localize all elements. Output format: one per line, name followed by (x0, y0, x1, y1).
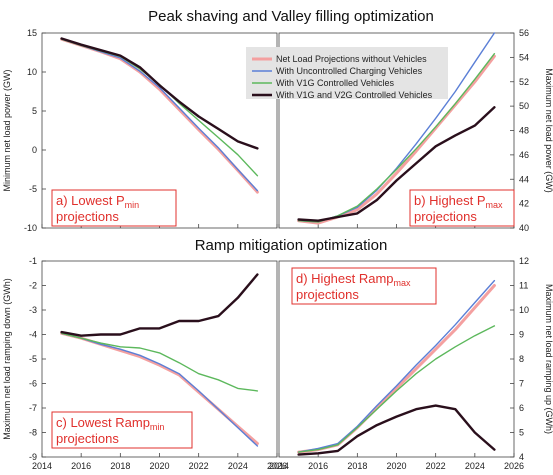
x-tick-label: 2026 (267, 461, 287, 471)
series-line (60, 332, 259, 392)
x-tick-label: 2024 (465, 461, 485, 471)
y-tick-label: 11 (519, 281, 528, 291)
y-tick-label: -3 (29, 305, 37, 315)
y-tick-label: -6 (29, 379, 37, 389)
panel-annotation-subtitle: projections (296, 287, 359, 302)
panel-annotation-title: c) Lowest Rampmin (56, 415, 164, 432)
middle-title: Ramp mitigation optimization (195, 237, 388, 254)
legend-box (246, 47, 448, 99)
x-tick-label: 2024 (228, 461, 248, 471)
x-tick-label: 2016 (308, 461, 328, 471)
series-line (297, 279, 496, 453)
y-tick-label: 10 (519, 305, 529, 315)
legend-label: With V1G and V2G Controlled Vehicles (276, 90, 433, 100)
y-tick-label: 5 (519, 428, 524, 438)
y-tick-label: 0 (32, 145, 37, 155)
y-tick-label: -4 (29, 330, 37, 340)
y-tick-label: 4 (519, 452, 524, 462)
x-tick-label: 2022 (426, 461, 446, 471)
panel-annotation-title: a) Lowest Pmin (56, 193, 139, 210)
y-tick-label: -1 (29, 256, 37, 266)
panel-a-lowest-pmin: -10 -5 0 5 10 15 Minimum net load power (GW) a)… (2, 28, 278, 233)
top-title: Peak shaving and Valley filling optimiza… (148, 8, 434, 25)
series-line (297, 284, 496, 454)
y-tick-label: 44 (519, 174, 529, 184)
series-line (297, 106, 496, 222)
panel-b-highest-pmax: 40 42 44 46 48 50 52 54 56 Maximum net load power… (278, 28, 553, 233)
y-tick-label: 10 (27, 67, 37, 77)
y-tick-label: -5 (29, 184, 37, 194)
panel-c-lowest-ramp-min: -9 -8 -7 -6 -5 -4 -3 -2 -1 2014 2016 2018 2020 2022 20… (2, 256, 287, 471)
y-tick-label: -5 (29, 354, 37, 364)
y-tick-label: -7 (29, 403, 37, 413)
panel-annotation-box (51, 189, 177, 227)
y-tick-label: 8 (519, 354, 524, 364)
y-tick-label: 56 (519, 28, 529, 38)
series-line (60, 332, 259, 447)
panel-annotation-box (291, 267, 437, 305)
panel-annotation-subtitle: projections (414, 209, 477, 224)
panel-annotation-subtitle: projections (56, 209, 119, 224)
series-line (60, 37, 259, 194)
series-line (297, 325, 496, 453)
y-tick-label: 54 (519, 52, 529, 62)
x-tick-label: 2026 (504, 461, 524, 471)
y-tick-label: 12 (519, 256, 529, 266)
y-tick-label: 9 (519, 330, 524, 340)
y-axis-label: Maximum net load ramping down (GWh) (2, 278, 12, 440)
y-tick-label: -2 (29, 281, 37, 291)
series-line (60, 37, 259, 150)
panel-annotation-box (409, 189, 515, 227)
y-tick-label: 40 (519, 223, 529, 233)
series-line (60, 273, 259, 337)
panel-annotation-title: d) Highest Rampmax (296, 271, 411, 288)
legend-label: With Uncontrolled Charging Vehicles (276, 66, 423, 76)
y-tick-label: -10 (24, 223, 37, 233)
series-line (297, 404, 496, 456)
y-tick-label: 46 (519, 150, 529, 160)
series-line (60, 38, 259, 177)
y-tick-label: 48 (519, 126, 529, 136)
y-tick-label: 15 (27, 28, 37, 38)
panel-annotation-box (51, 411, 193, 449)
y-tick-label: -8 (29, 428, 37, 438)
x-tick-label: 2016 (71, 461, 91, 471)
series-line (60, 38, 259, 192)
legend: Net Load Projections without Vehicles Wit… (246, 47, 448, 100)
x-tick-label: 2018 (347, 461, 367, 471)
panel-annotation-title: b) Highest Pmax (414, 193, 503, 210)
y-tick-label: 7 (519, 379, 524, 389)
x-tick-label: 2014 (269, 461, 289, 471)
x-tick-label: 2022 (189, 461, 209, 471)
panel-annotation-subtitle: projections (56, 431, 119, 446)
legend-label: With V1G Controlled Vehicles (276, 78, 395, 88)
y-tick-label: 5 (32, 106, 37, 116)
y-axis-label: Minimum net load power (GW) (2, 69, 12, 191)
panel-d-highest-ramp-max: 4 5 6 7 8 9 10 11 12 2014 2016 2018 2020 2022 2024 2026… (269, 256, 553, 471)
y-tick-label: 52 (519, 77, 529, 87)
x-tick-label: 2018 (110, 461, 130, 471)
y-tick-label: 42 (519, 199, 529, 209)
y-tick-label: -9 (29, 452, 37, 462)
x-tick-label: 2014 (32, 461, 52, 471)
y-axis-label: Maximum net load power (GW) (544, 68, 553, 193)
legend-label: Net Load Projections without Vehicles (276, 54, 427, 64)
y-tick-label: 6 (519, 403, 524, 413)
y-tick-label: 50 (519, 101, 529, 111)
x-tick-label: 2020 (386, 461, 406, 471)
x-tick-label: 2020 (149, 461, 169, 471)
y-axis-label: Maximum net load ramping up (GWh) (544, 284, 553, 434)
